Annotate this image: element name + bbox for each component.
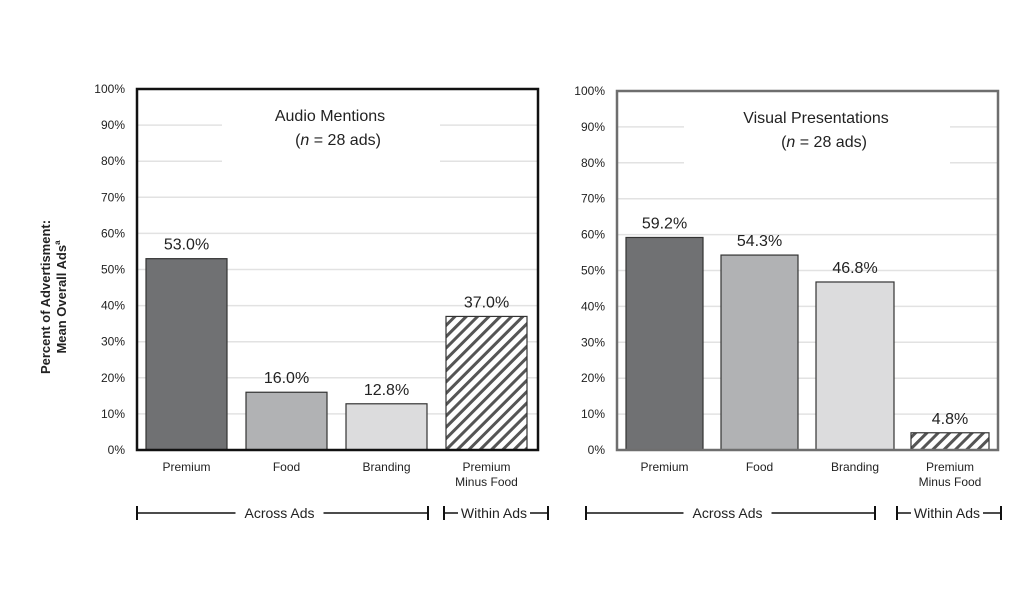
- x-tick-label: Premium: [926, 460, 974, 474]
- x-tick-label: Premium: [640, 460, 688, 474]
- data-label: 54.3%: [737, 233, 782, 250]
- subtitle-rest: = 28 ads): [795, 134, 867, 151]
- x-tick-label: Food: [273, 460, 300, 474]
- y-tick-label: 10%: [101, 407, 125, 421]
- x-tick-label: Minus Food: [919, 475, 982, 489]
- x-tick-label: Food: [746, 460, 773, 474]
- data-label: 12.8%: [364, 382, 409, 399]
- subtitle-n: n: [300, 132, 309, 149]
- bar-premium: [625, 236, 704, 451]
- across-ads-bracket: Across Ads: [136, 505, 429, 521]
- y-tick-label: 90%: [101, 118, 125, 132]
- y-tick-label: 90%: [581, 120, 605, 134]
- data-label: 16.0%: [264, 370, 309, 387]
- data-label: 46.8%: [832, 260, 877, 277]
- subtitle-open: (: [295, 132, 301, 149]
- y-tick-label: 60%: [101, 226, 125, 240]
- data-label: 53.0%: [164, 237, 209, 254]
- y-tick-label: 100%: [574, 84, 605, 98]
- data-label: 37.0%: [464, 294, 509, 311]
- y-axis-label-superscript: a: [53, 240, 62, 245]
- y-tick-label: 30%: [101, 335, 125, 349]
- bar-food: [720, 254, 799, 451]
- x-tick-label: Minus Food: [455, 475, 518, 489]
- chart-subtitle: (n = 28 ads): [781, 134, 867, 151]
- y-tick-label: 80%: [101, 154, 125, 168]
- within-ads-bracket: Within Ads: [443, 505, 549, 521]
- y-tick-label: 60%: [581, 228, 605, 242]
- bracket-label: Across Ads: [244, 505, 314, 521]
- bracket-label: Across Ads: [692, 505, 762, 521]
- bar-branding: [815, 281, 895, 451]
- y-axis-label: Percent of Advertisment: Mean Overall Ad…: [38, 220, 69, 374]
- x-tick-label: Premium: [162, 460, 210, 474]
- chart-subtitle: (n = 28 ads): [295, 132, 381, 149]
- x-tick-label: Branding: [831, 460, 879, 474]
- y-axis-label-line1: Percent of Advertisment:: [38, 220, 53, 374]
- chart-title: Visual Presentations: [743, 110, 889, 127]
- y-tick-label: 70%: [101, 190, 125, 204]
- y-tick-label: 40%: [101, 299, 125, 313]
- within-ads-bracket: Within Ads: [896, 505, 1002, 521]
- y-tick-label: 50%: [581, 264, 605, 278]
- data-label: 4.8%: [932, 411, 968, 428]
- y-axis-label-line2-text: Mean Overall Ads: [54, 245, 69, 354]
- across-ads-bracket: Across Ads: [585, 505, 876, 521]
- y-axis-label-line2: Mean Overall Adsa: [53, 240, 69, 354]
- subtitle-n: n: [786, 134, 795, 151]
- bar-premium-minus-food: [445, 315, 528, 451]
- chart-2: 0% 10% 20% 30% 40% 50% 60% 70% 80% 90% 100% Visual …: [574, 84, 1002, 521]
- y-tick-label: 50%: [101, 263, 125, 277]
- bracket-label: Within Ads: [914, 505, 980, 521]
- bar-premium: [145, 258, 228, 451]
- bar-food: [245, 391, 328, 451]
- subtitle-open: (: [781, 134, 787, 151]
- x-tick-label: Branding: [362, 460, 410, 474]
- x-tick-label: Premium: [462, 460, 510, 474]
- y-tick-label: 70%: [581, 192, 605, 206]
- y-tick-label: 20%: [581, 371, 605, 385]
- chart-title: Audio Mentions: [275, 108, 385, 125]
- y-tick-label: 30%: [581, 335, 605, 349]
- chart-1: 0% 10% 20% 30% 40% 50% 60% 70% 80% 90% 100% Audio M…: [94, 82, 549, 521]
- y-tick-label: 100%: [94, 82, 125, 96]
- y-tick-label: 80%: [581, 156, 605, 170]
- y-tick-label: 0%: [108, 443, 126, 457]
- plot-frame: [135, 87, 540, 452]
- data-label: 59.2%: [642, 215, 687, 232]
- y-tick-label: 20%: [101, 371, 125, 385]
- bracket-label: Within Ads: [461, 505, 527, 521]
- plot-frame: [615, 89, 1000, 452]
- y-tick-label: 10%: [581, 407, 605, 421]
- y-tick-label: 40%: [581, 299, 605, 313]
- y-tick-label: 0%: [588, 443, 606, 457]
- bar-branding: [345, 403, 428, 451]
- bar-premium-minus-food: [910, 432, 990, 451]
- subtitle-rest: = 28 ads): [309, 132, 381, 149]
